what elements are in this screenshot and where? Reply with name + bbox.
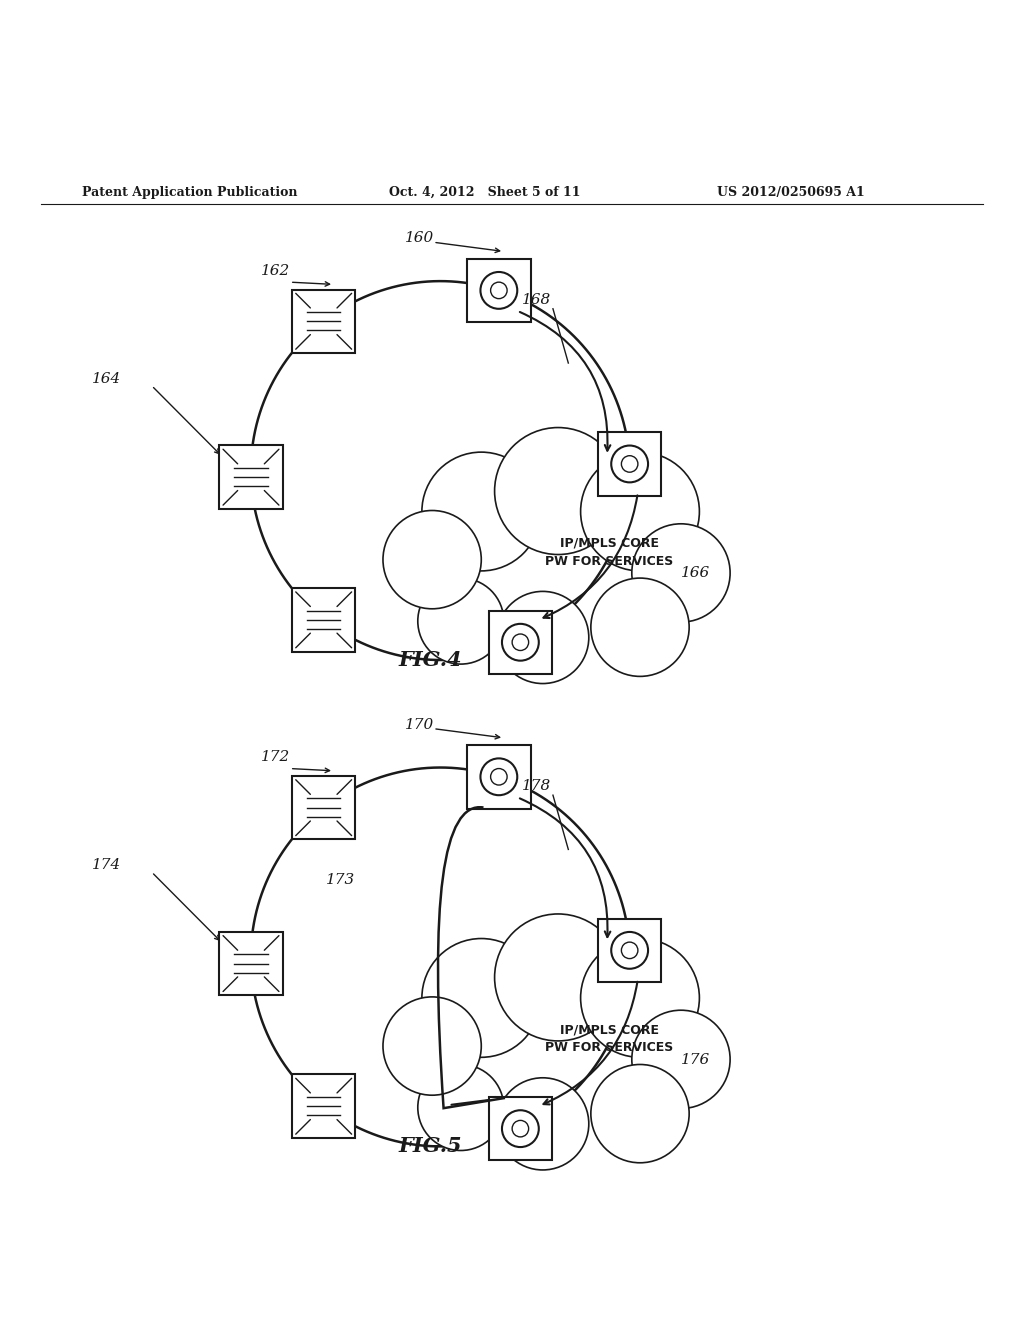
Circle shape	[502, 624, 539, 661]
Text: 160: 160	[404, 231, 434, 246]
Circle shape	[632, 524, 730, 622]
Text: 172: 172	[261, 751, 291, 764]
Text: 166: 166	[681, 566, 711, 579]
Circle shape	[632, 1010, 730, 1109]
Text: 173: 173	[326, 874, 355, 887]
Circle shape	[490, 282, 507, 298]
Text: FIG.4: FIG.4	[398, 649, 462, 671]
Circle shape	[622, 942, 638, 958]
Text: IP/MPLS CORE
PW FOR SERVICES: IP/MPLS CORE PW FOR SERVICES	[545, 1023, 674, 1055]
Circle shape	[581, 939, 699, 1057]
Circle shape	[611, 446, 648, 482]
Circle shape	[418, 1064, 504, 1151]
Bar	[292, 289, 355, 352]
Text: US 2012/0250695 A1: US 2012/0250695 A1	[717, 186, 864, 198]
Circle shape	[418, 578, 504, 664]
Text: 164: 164	[92, 371, 122, 385]
Text: 174: 174	[92, 858, 122, 873]
Circle shape	[490, 768, 507, 785]
Circle shape	[512, 634, 528, 651]
Text: 176: 176	[681, 1052, 711, 1067]
Circle shape	[512, 1121, 528, 1137]
Text: FIG.5: FIG.5	[398, 1137, 462, 1156]
Text: 178: 178	[522, 779, 552, 793]
Bar	[598, 919, 662, 982]
Bar	[488, 1097, 552, 1160]
Circle shape	[495, 428, 622, 554]
Bar	[467, 259, 530, 322]
Circle shape	[591, 578, 689, 676]
Text: Oct. 4, 2012   Sheet 5 of 11: Oct. 4, 2012 Sheet 5 of 11	[389, 186, 581, 198]
Circle shape	[611, 932, 648, 969]
Circle shape	[480, 272, 517, 309]
Text: 170: 170	[404, 718, 434, 731]
Circle shape	[422, 939, 541, 1057]
Circle shape	[581, 453, 699, 572]
Circle shape	[383, 997, 481, 1096]
Bar	[219, 932, 283, 995]
Bar	[292, 1074, 355, 1138]
Bar	[292, 589, 355, 652]
Circle shape	[497, 591, 589, 684]
Circle shape	[422, 453, 541, 572]
Circle shape	[480, 759, 517, 795]
Bar	[467, 744, 530, 809]
Text: 168: 168	[522, 293, 552, 306]
Circle shape	[495, 913, 622, 1041]
Text: Patent Application Publication: Patent Application Publication	[82, 186, 297, 198]
Bar	[598, 432, 662, 496]
Text: IP/MPLS CORE
PW FOR SERVICES: IP/MPLS CORE PW FOR SERVICES	[545, 537, 674, 568]
Circle shape	[622, 455, 638, 473]
Bar	[488, 611, 552, 675]
Circle shape	[497, 1078, 589, 1170]
Circle shape	[591, 1064, 689, 1163]
Bar	[219, 445, 283, 510]
Bar	[292, 776, 355, 840]
Circle shape	[502, 1110, 539, 1147]
Text: 162: 162	[261, 264, 291, 279]
Circle shape	[383, 511, 481, 609]
